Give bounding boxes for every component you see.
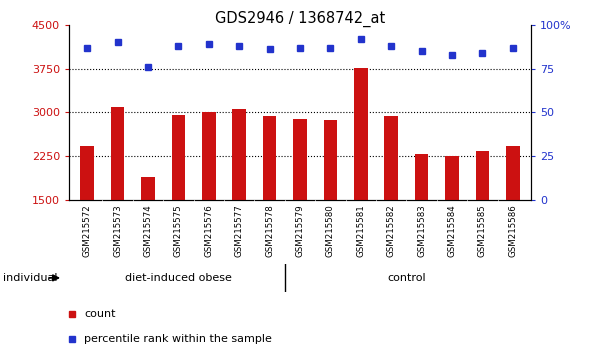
- Bar: [141, 177, 155, 200]
- Bar: [354, 68, 368, 200]
- Bar: [232, 109, 246, 200]
- Text: GDS2946 / 1368742_at: GDS2946 / 1368742_at: [215, 11, 385, 27]
- Bar: [385, 116, 398, 200]
- Text: GSM215578: GSM215578: [265, 205, 274, 257]
- Bar: [172, 115, 185, 200]
- Bar: [111, 107, 124, 200]
- Bar: [293, 119, 307, 200]
- Bar: [80, 146, 94, 200]
- Text: GSM215586: GSM215586: [508, 205, 517, 257]
- Text: GSM215572: GSM215572: [83, 205, 92, 257]
- Text: GSM215584: GSM215584: [448, 205, 457, 257]
- Bar: [263, 116, 277, 200]
- Bar: [476, 151, 489, 200]
- Text: GSM215576: GSM215576: [205, 205, 214, 257]
- Text: GSM215585: GSM215585: [478, 205, 487, 257]
- Text: GSM215577: GSM215577: [235, 205, 244, 257]
- Bar: [202, 113, 215, 200]
- Text: GSM215574: GSM215574: [143, 205, 152, 257]
- Text: GSM215581: GSM215581: [356, 205, 365, 257]
- Text: GSM215573: GSM215573: [113, 205, 122, 257]
- Text: percentile rank within the sample: percentile rank within the sample: [84, 334, 272, 344]
- Text: count: count: [84, 308, 116, 319]
- Bar: [506, 146, 520, 200]
- Text: GSM215582: GSM215582: [386, 205, 395, 257]
- Text: GSM215580: GSM215580: [326, 205, 335, 257]
- Bar: [323, 120, 337, 200]
- Bar: [445, 156, 459, 200]
- Text: GSM215575: GSM215575: [174, 205, 183, 257]
- Text: GSM215583: GSM215583: [417, 205, 426, 257]
- Text: diet-induced obese: diet-induced obese: [125, 273, 232, 283]
- Text: control: control: [387, 273, 425, 283]
- Bar: [415, 154, 428, 200]
- Text: individual: individual: [3, 273, 58, 283]
- Text: GSM215579: GSM215579: [296, 205, 305, 257]
